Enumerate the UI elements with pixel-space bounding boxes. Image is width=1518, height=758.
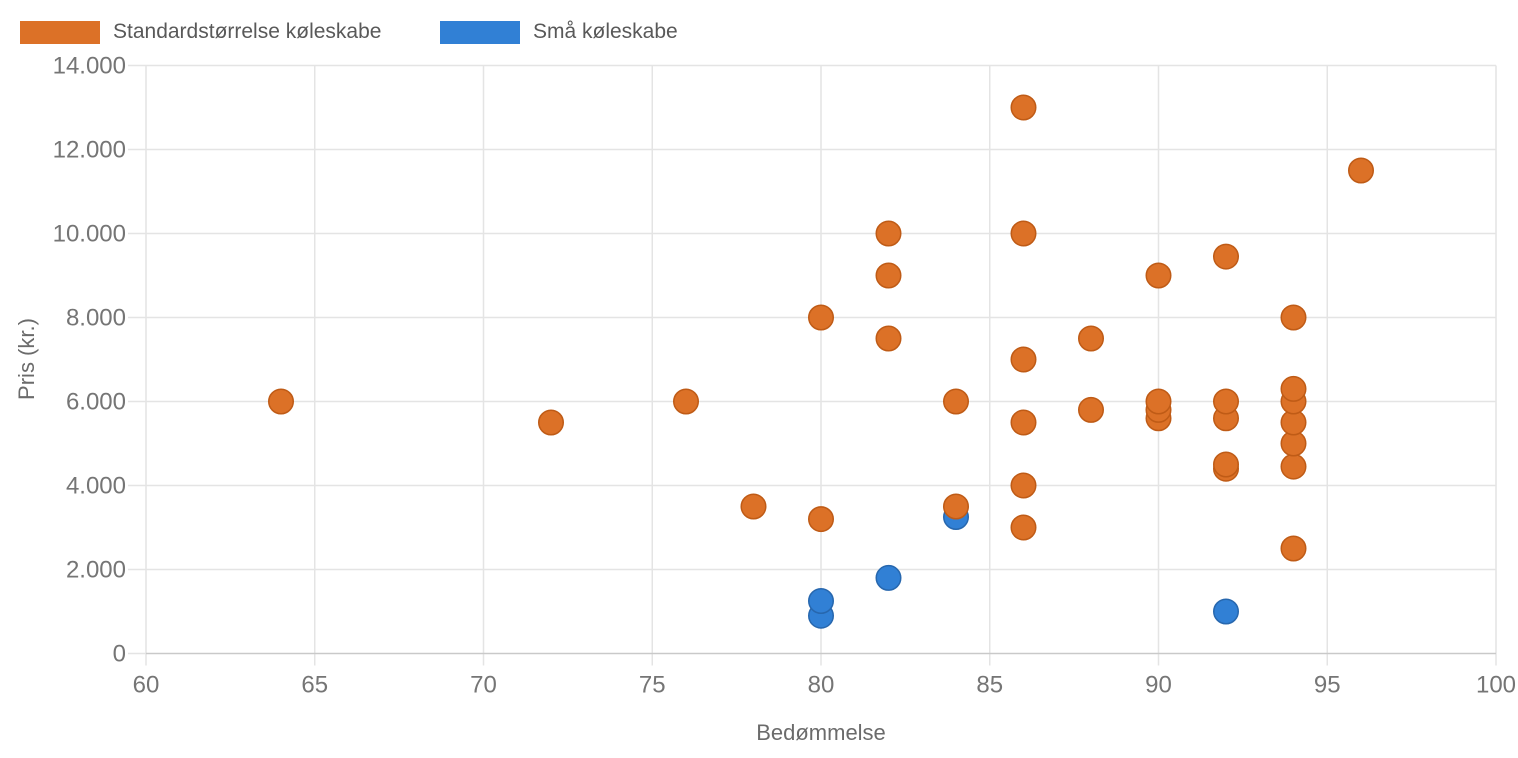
point-standard-88-7500[interactable] <box>1078 325 1104 352</box>
legend-label-small-fridges: Små køleskabe <box>533 20 678 43</box>
point-small-82-1800[interactable] <box>875 564 902 591</box>
point-standard-86-13000[interactable] <box>1010 94 1037 121</box>
point-standard-84-3500[interactable] <box>943 493 969 520</box>
point-standard-82-10000[interactable] <box>875 220 902 247</box>
x-tick-label-60: 60 <box>133 672 160 699</box>
legend-item-small-fridges[interactable]: Små køleskabe <box>440 20 678 44</box>
point-standard-92-9450[interactable] <box>1213 243 1239 270</box>
y-tick-label-2000: 2.000 <box>66 557 126 584</box>
point-small-92-1000[interactable] <box>1213 598 1239 625</box>
point-standard-72-5500[interactable] <box>538 409 564 436</box>
legend-label-standard-fridges: Standardstørrelse køleskabe <box>113 20 382 43</box>
point-standard-94-6300[interactable] <box>1280 375 1307 402</box>
point-standard-84-6000[interactable] <box>943 388 969 415</box>
point-standard-80-3200[interactable] <box>808 506 834 533</box>
point-standard-82-9000[interactable] <box>875 262 902 289</box>
y-tick-label-0: 0 <box>113 641 126 668</box>
point-standard-80-8000[interactable] <box>808 304 834 331</box>
point-standard-86-7000[interactable] <box>1010 346 1037 373</box>
legend-swatch-small-fridges <box>440 20 520 44</box>
point-standard-94-8000[interactable] <box>1280 304 1307 331</box>
x-tick-label-100: 100 <box>1476 672 1516 699</box>
point-standard-90-9000[interactable] <box>1145 262 1172 289</box>
y-tick-label-8000: 8.000 <box>66 305 126 332</box>
point-standard-92-4500[interactable] <box>1213 451 1239 478</box>
point-standard-92-6000[interactable] <box>1213 388 1239 415</box>
x-tick-label-65: 65 <box>301 672 328 699</box>
x-tick-label-90: 90 <box>1145 672 1172 699</box>
point-standard-64-6000[interactable] <box>268 388 294 415</box>
x-tick-label-95: 95 <box>1314 672 1341 699</box>
point-standard-86-3000[interactable] <box>1010 514 1037 541</box>
point-standard-86-4000[interactable] <box>1010 472 1037 499</box>
y-tick-label-6000: 6.000 <box>66 389 126 416</box>
legend-swatch-standard-fridges <box>20 20 100 44</box>
point-standard-86-10000[interactable] <box>1010 220 1037 247</box>
point-small-80-1250[interactable] <box>808 588 834 614</box>
x-tick-label-80: 80 <box>808 672 835 699</box>
point-standard-76-6000[interactable] <box>673 388 699 415</box>
point-standard-96-11500[interactable] <box>1348 157 1374 184</box>
point-standard-94-2500[interactable] <box>1280 535 1307 562</box>
y-tick-label-4000: 4.000 <box>66 473 126 500</box>
x-tick-label-75: 75 <box>639 672 666 699</box>
y-tick-label-14000: 14.000 <box>53 53 126 80</box>
point-standard-82-7500[interactable] <box>875 325 902 352</box>
y-tick-label-12000: 12.000 <box>53 137 126 164</box>
point-standard-94-4450[interactable] <box>1280 453 1307 480</box>
point-standard-86-5500[interactable] <box>1010 409 1037 436</box>
x-tick-label-70: 70 <box>470 672 497 699</box>
x-axis-title: Bedømmelse <box>756 720 886 745</box>
x-tick-label-85: 85 <box>976 672 1003 699</box>
legend-item-standard-fridges[interactable]: Standardstørrelse køleskabe <box>20 20 381 44</box>
point-standard-78-3500[interactable] <box>740 493 767 520</box>
chart-legend: Standardstørrelse køleskabe Små køleskab… <box>0 0 1518 60</box>
point-standard-90-6000[interactable] <box>1145 388 1172 415</box>
y-tick-label-10000: 10.000 <box>53 221 126 248</box>
point-standard-88-5800[interactable] <box>1078 396 1104 423</box>
